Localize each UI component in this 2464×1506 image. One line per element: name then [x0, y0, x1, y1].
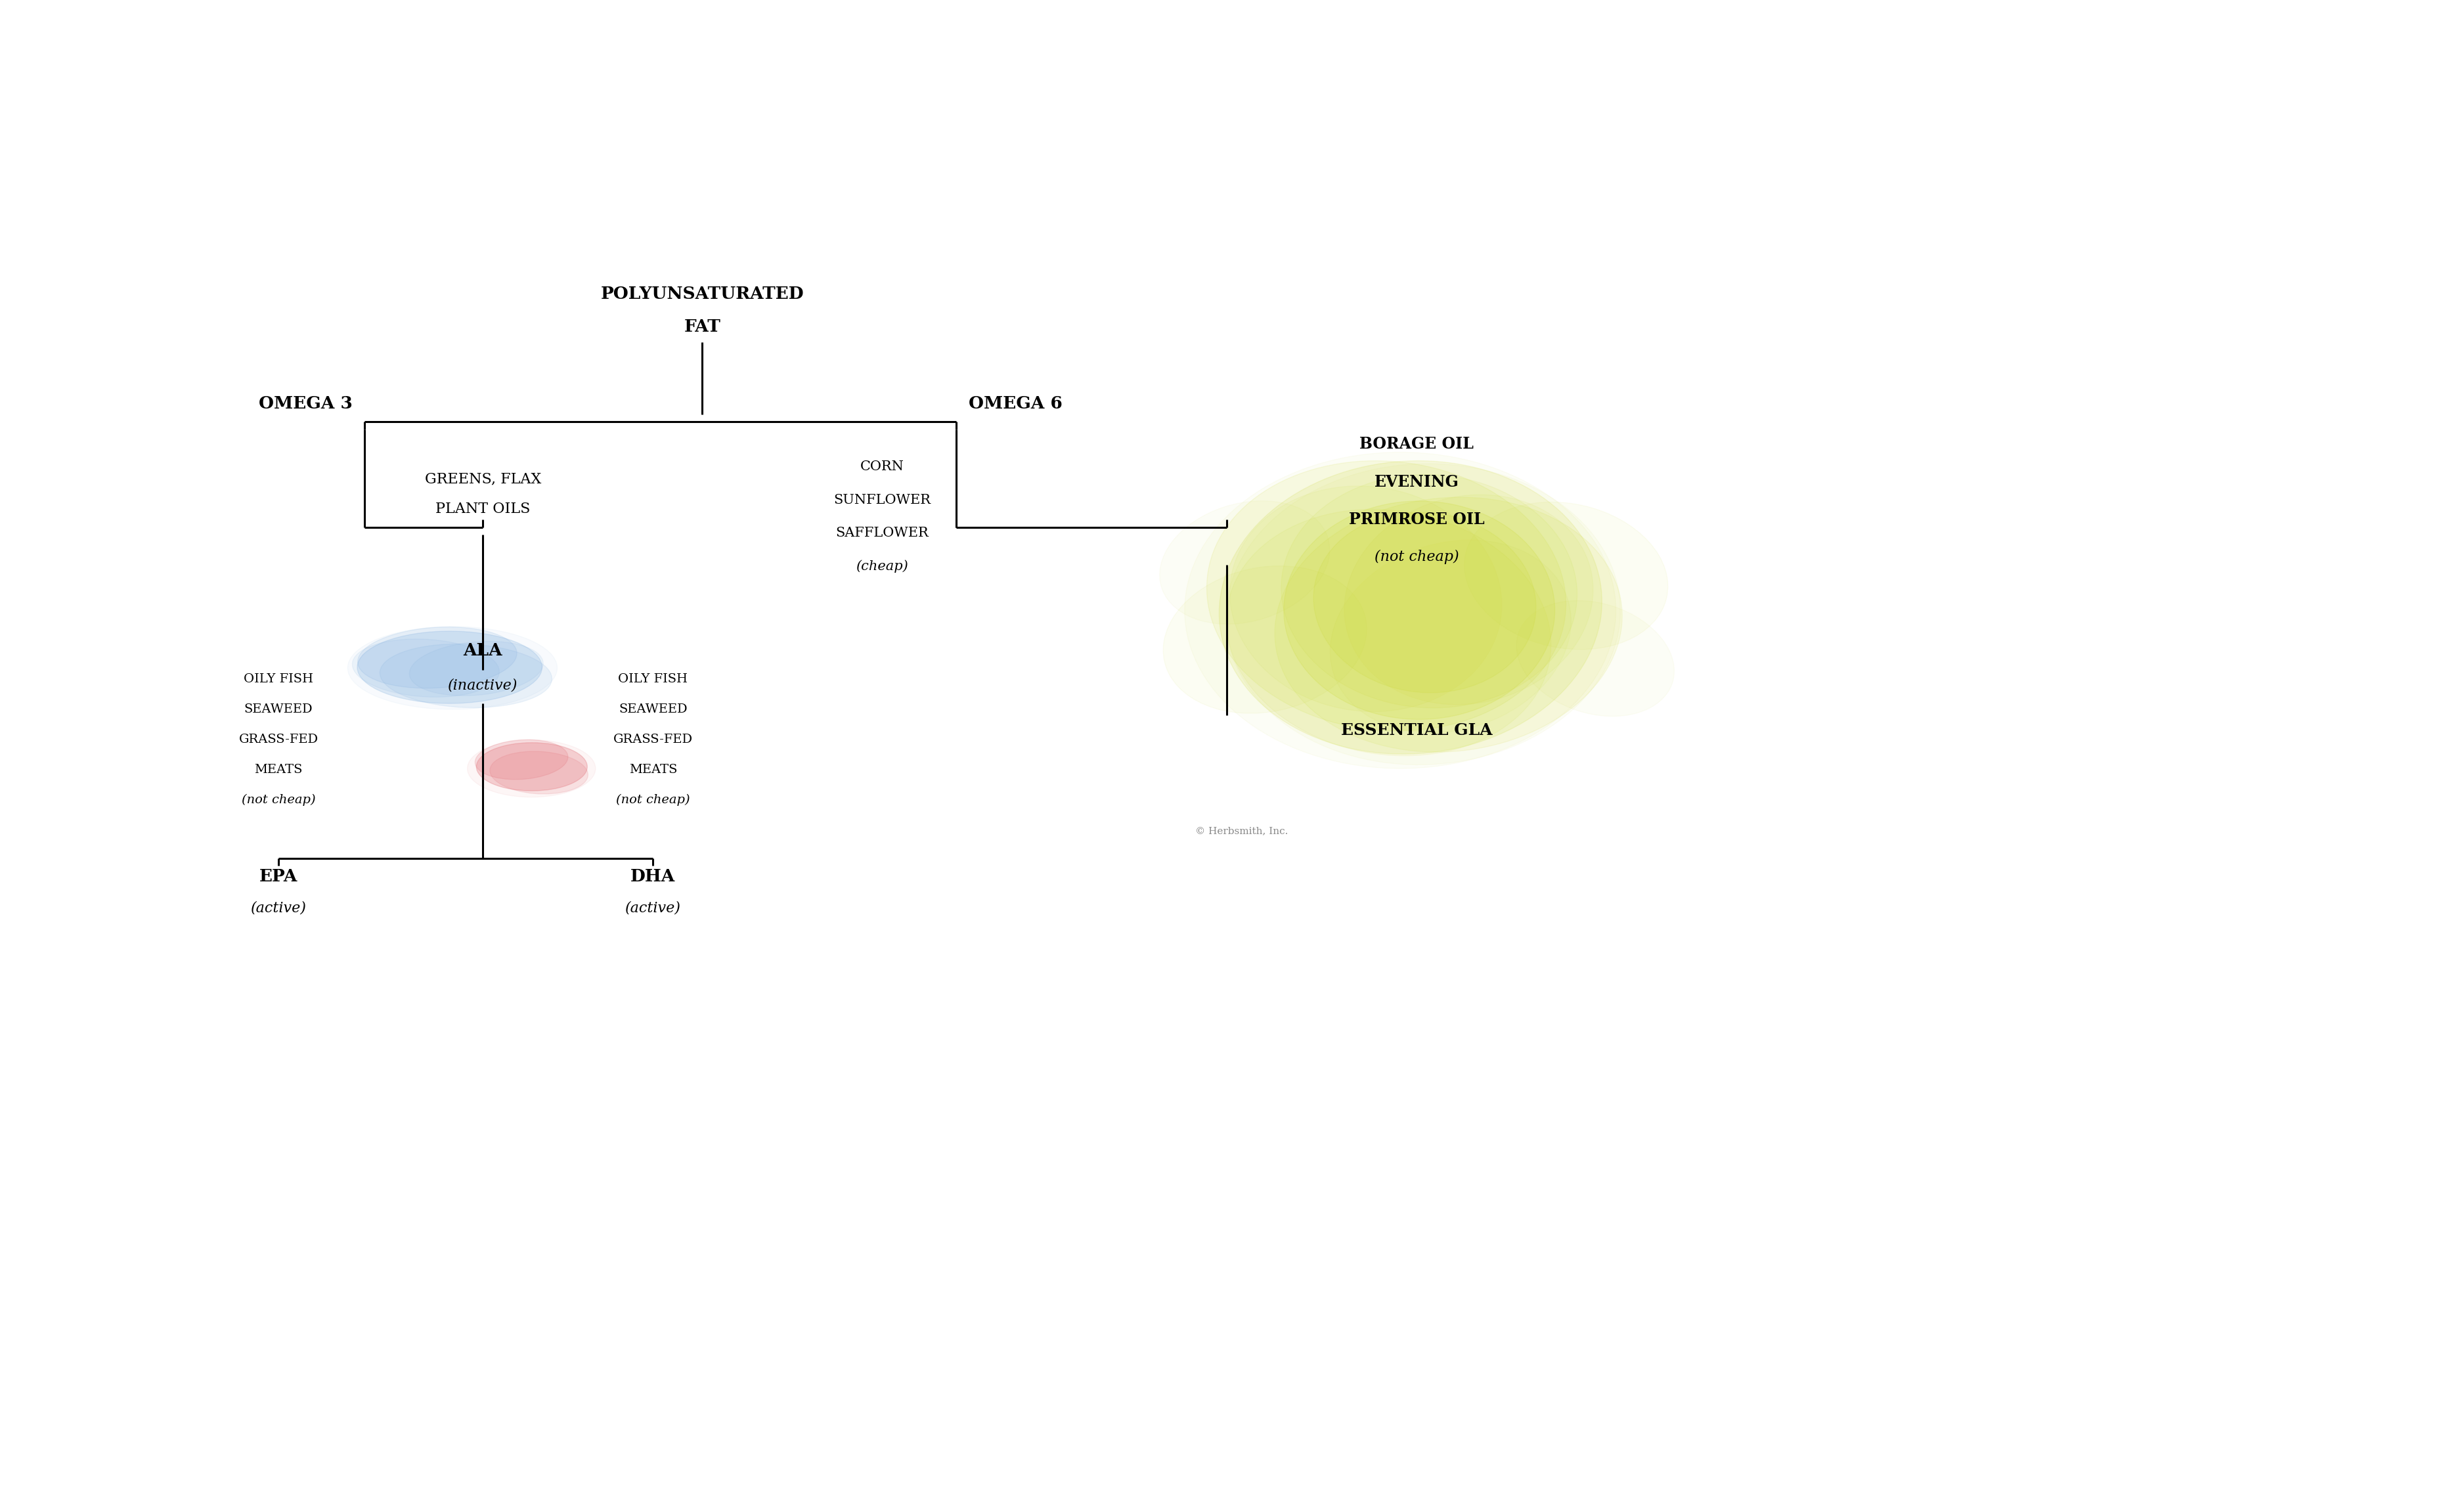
Ellipse shape — [1274, 497, 1621, 751]
Ellipse shape — [1281, 474, 1577, 708]
Text: CORN: CORN — [860, 461, 904, 473]
Ellipse shape — [1464, 501, 1668, 649]
Text: SEAWEED: SEAWEED — [244, 703, 313, 715]
Text: GRASS-FED: GRASS-FED — [614, 733, 692, 745]
Text: OMEGA 3: OMEGA 3 — [259, 396, 352, 411]
Text: PLANT OILS: PLANT OILS — [436, 501, 530, 517]
Ellipse shape — [490, 751, 589, 794]
Text: GREENS, FLAX: GREENS, FLAX — [424, 471, 542, 486]
Text: SEAWEED: SEAWEED — [618, 703, 687, 715]
Text: ALA: ALA — [463, 643, 503, 658]
Text: OILY FISH: OILY FISH — [244, 673, 313, 685]
Ellipse shape — [347, 626, 557, 709]
Ellipse shape — [1220, 461, 1602, 755]
Text: OILY FISH: OILY FISH — [618, 673, 687, 685]
Text: DHA: DHA — [631, 869, 675, 884]
Ellipse shape — [409, 642, 542, 696]
Ellipse shape — [476, 739, 567, 780]
Text: ESSENTIAL GLA: ESSENTIAL GLA — [1340, 723, 1493, 738]
Text: BORAGE OIL: BORAGE OIL — [1360, 437, 1473, 452]
Text: SUNFLOWER: SUNFLOWER — [833, 494, 931, 506]
Ellipse shape — [1331, 541, 1572, 733]
Ellipse shape — [352, 639, 500, 697]
Ellipse shape — [357, 626, 517, 688]
Text: OMEGA 6: OMEGA 6 — [968, 396, 1062, 411]
Text: (cheap): (cheap) — [855, 560, 909, 572]
Ellipse shape — [468, 739, 596, 797]
Text: (not cheap): (not cheap) — [241, 794, 315, 806]
Text: POLYUNSATURATED: POLYUNSATURATED — [601, 286, 803, 301]
Ellipse shape — [1284, 501, 1555, 720]
Ellipse shape — [357, 631, 542, 703]
Text: (active): (active) — [251, 901, 306, 916]
Text: GRASS-FED: GRASS-FED — [239, 733, 318, 745]
Text: (active): (active) — [626, 901, 680, 916]
Ellipse shape — [1313, 512, 1535, 693]
Ellipse shape — [1163, 566, 1368, 714]
Ellipse shape — [379, 645, 552, 708]
Text: EPA: EPA — [259, 869, 298, 884]
Text: (not cheap): (not cheap) — [1375, 550, 1459, 565]
Text: (not cheap): (not cheap) — [616, 794, 690, 806]
Ellipse shape — [1230, 486, 1501, 711]
Text: PRIMROSE OIL: PRIMROSE OIL — [1348, 512, 1486, 527]
Ellipse shape — [476, 742, 586, 791]
Text: SAFFLOWER: SAFFLOWER — [835, 527, 929, 539]
Text: EVENING: EVENING — [1375, 474, 1459, 489]
Ellipse shape — [1207, 461, 1567, 730]
Text: FAT: FAT — [685, 319, 719, 334]
Text: © Herbsmith, Inc.: © Herbsmith, Inc. — [1195, 827, 1289, 836]
Text: (inactive): (inactive) — [448, 678, 517, 693]
Ellipse shape — [1227, 509, 1550, 756]
Text: MEATS: MEATS — [628, 764, 678, 776]
Ellipse shape — [1345, 495, 1594, 705]
Text: MEATS: MEATS — [254, 764, 303, 776]
